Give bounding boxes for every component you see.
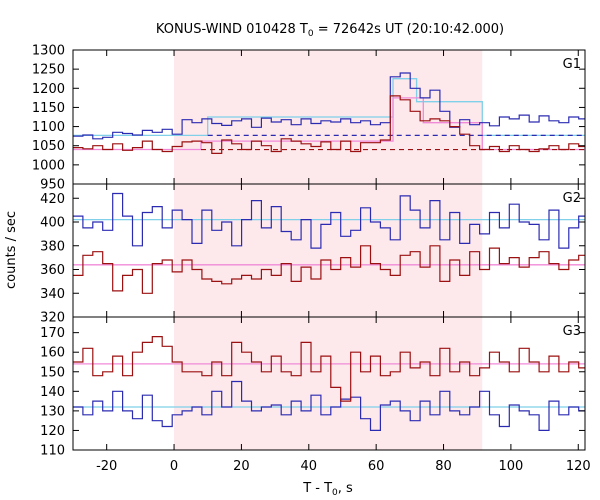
light-curve-blue <box>73 380 585 431</box>
panel-data <box>73 336 585 431</box>
light-curve-blue <box>73 72 585 140</box>
model-line-cyan <box>73 78 585 137</box>
x-axis-label: T - T0, s <box>302 481 353 498</box>
light-curve-red <box>73 336 585 402</box>
y-tick-label: 1200 <box>32 82 65 97</box>
panel-g3: 110 120 130 140 150 160 170 -20 0 20 40 60 80 100 120 G… <box>40 316 591 474</box>
panel-label: G2 <box>563 191 581 206</box>
y-tick-label: 400 <box>40 216 65 231</box>
x-tick-label: 20 <box>233 459 250 474</box>
y-tick-label: 150 <box>40 365 65 380</box>
model-line-pink <box>73 97 585 151</box>
y-tick-label: 110 <box>40 444 65 459</box>
y-tick-label: 120 <box>40 424 65 439</box>
panel-g2: 320 340 360 380 400 420 G2 <box>40 183 586 326</box>
panel-label: G3 <box>563 324 581 339</box>
y-tick-label: 1000 <box>32 158 65 173</box>
x-tick-label: -20 <box>96 459 117 474</box>
y-tick-label: 380 <box>40 239 65 254</box>
x-tick-label: 80 <box>435 459 452 474</box>
light-curve-red <box>73 245 585 294</box>
x-tick-label: 0 <box>170 459 178 474</box>
chart-title: KONUS-WIND 010428 T0 = 72642s UT (20:10:… <box>156 22 504 39</box>
panel-data <box>73 192 585 294</box>
panel-data <box>73 72 585 154</box>
x-tick-label: 120 <box>566 459 591 474</box>
light-curve-red <box>73 95 585 154</box>
y-axis-label: counts / sec <box>4 211 19 289</box>
y-tick-label: 950 <box>40 178 65 193</box>
x-tick-label: 60 <box>368 459 385 474</box>
y-tick-label: 170 <box>40 326 65 341</box>
y-tick-label: 1100 <box>32 120 65 135</box>
x-tick-label: 100 <box>498 459 523 474</box>
y-tick-label: 1300 <box>32 44 65 59</box>
y-tick-label: 1050 <box>32 139 65 154</box>
y-tick-label: 1250 <box>32 63 65 78</box>
y-tick-label: 140 <box>40 385 65 400</box>
shaded-interval <box>174 317 483 450</box>
y-tick-label: 340 <box>40 287 65 302</box>
panel-label: G1 <box>563 57 581 72</box>
y-tick-label: 320 <box>40 311 65 326</box>
y-tick-label: 1150 <box>32 101 65 116</box>
y-tick-label: 420 <box>40 192 65 207</box>
panel-g1: 950 1000 1050 1100 1150 1200 1250 1300 G1 <box>32 44 586 193</box>
y-tick-label: 360 <box>40 263 65 278</box>
panel-frame <box>72 316 586 451</box>
light-curve-blue <box>73 192 585 249</box>
shaded-interval <box>174 184 483 317</box>
x-tick-label: 40 <box>301 459 318 474</box>
y-tick-label: 130 <box>40 404 65 419</box>
y-tick-label: 160 <box>40 346 65 361</box>
